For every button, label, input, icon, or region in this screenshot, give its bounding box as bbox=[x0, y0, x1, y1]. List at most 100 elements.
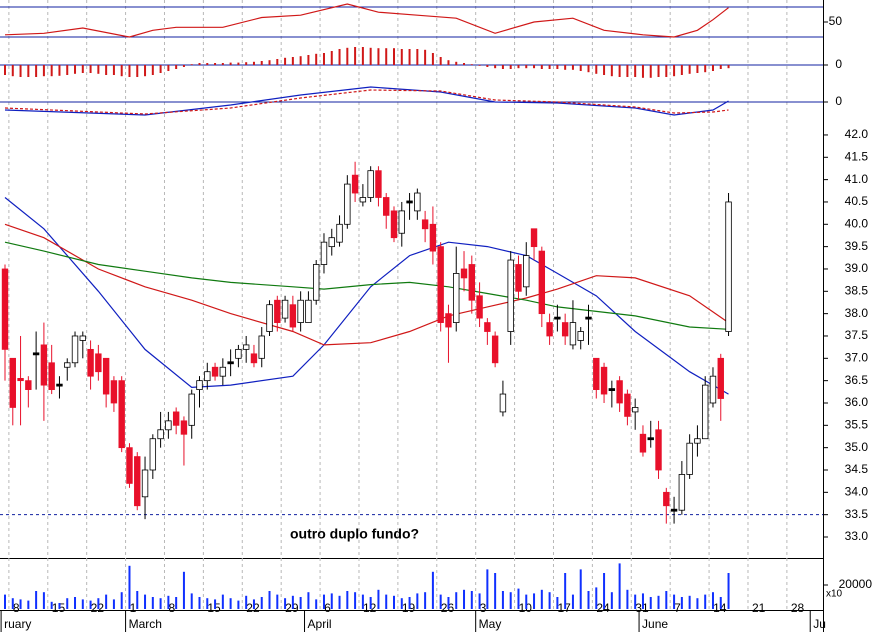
candle-body bbox=[344, 183, 351, 225]
candle-body bbox=[312, 264, 320, 301]
x-tick-label: 8 bbox=[13, 601, 20, 615]
x-tick-label: 1 bbox=[130, 601, 137, 615]
y-tick-label: 35.0 bbox=[845, 440, 869, 454]
candle-body bbox=[593, 357, 600, 390]
y-tick-label: 20000 bbox=[839, 577, 873, 591]
bar bbox=[501, 591, 504, 609]
bar bbox=[408, 597, 411, 609]
bar bbox=[455, 592, 458, 609]
bar bbox=[595, 65, 598, 74]
bar bbox=[431, 53, 434, 65]
bar bbox=[66, 65, 69, 75]
bar bbox=[11, 598, 14, 609]
candle-body bbox=[390, 210, 398, 239]
candle-body bbox=[624, 393, 631, 417]
candle-body bbox=[134, 456, 141, 507]
y-tick-label: 33.5 bbox=[845, 507, 869, 521]
bar bbox=[190, 593, 193, 609]
bar bbox=[556, 65, 559, 69]
bar bbox=[439, 57, 442, 65]
bar bbox=[97, 598, 100, 609]
bar bbox=[416, 49, 419, 65]
bar bbox=[252, 61, 255, 65]
bar bbox=[494, 65, 497, 69]
candle-body bbox=[694, 438, 701, 444]
candle-body bbox=[445, 313, 452, 328]
candle-body bbox=[305, 299, 312, 323]
candle-body bbox=[149, 438, 157, 471]
bar bbox=[603, 573, 606, 609]
candle-body bbox=[398, 210, 405, 234]
bar bbox=[136, 65, 139, 77]
candle-body bbox=[289, 304, 297, 328]
bar bbox=[276, 594, 279, 609]
candle-body bbox=[437, 246, 444, 323]
bar bbox=[688, 595, 691, 609]
bar bbox=[447, 597, 450, 609]
bar bbox=[237, 62, 240, 65]
bar bbox=[704, 65, 707, 73]
candle-body bbox=[616, 380, 623, 404]
bar bbox=[167, 595, 170, 609]
bar bbox=[151, 597, 154, 609]
bar bbox=[478, 593, 481, 609]
bar bbox=[486, 65, 489, 67]
bar bbox=[198, 597, 201, 609]
bar bbox=[291, 57, 294, 65]
bar bbox=[175, 65, 178, 69]
annotation: outro duplo fundo? bbox=[290, 526, 419, 542]
candle-body bbox=[476, 295, 483, 319]
bar bbox=[354, 47, 357, 65]
candle-body bbox=[585, 316, 592, 320]
candle-body bbox=[196, 380, 203, 390]
bar bbox=[610, 592, 613, 609]
bar bbox=[564, 65, 567, 70]
candle-body bbox=[359, 197, 367, 203]
bar bbox=[680, 65, 683, 75]
bar bbox=[470, 64, 473, 65]
candle-body bbox=[1, 268, 9, 350]
month-label: March bbox=[129, 617, 162, 631]
candle-body bbox=[126, 447, 133, 484]
bar bbox=[595, 587, 598, 609]
y-tick-label: 37.0 bbox=[845, 350, 869, 364]
bar bbox=[727, 573, 730, 609]
candle-body bbox=[600, 366, 608, 395]
bar bbox=[338, 595, 341, 609]
bar bbox=[307, 55, 310, 65]
bar bbox=[696, 598, 699, 609]
y-tick-label: 40.0 bbox=[845, 216, 869, 230]
bar bbox=[377, 48, 380, 65]
x-tick-label: 21 bbox=[752, 601, 766, 615]
bar bbox=[128, 65, 131, 77]
month-label: June bbox=[642, 617, 668, 631]
bar bbox=[144, 65, 147, 77]
candle-body bbox=[375, 170, 382, 198]
candle-body bbox=[453, 273, 460, 323]
x-tick-label: 3 bbox=[480, 601, 487, 615]
candle-body bbox=[141, 469, 149, 498]
bar bbox=[571, 65, 574, 70]
bar bbox=[260, 61, 263, 65]
bar bbox=[182, 65, 185, 67]
bar bbox=[182, 571, 185, 609]
bar bbox=[377, 589, 380, 609]
bar bbox=[144, 594, 147, 609]
bar bbox=[120, 65, 123, 77]
candle-body bbox=[227, 361, 234, 365]
bar bbox=[112, 65, 115, 75]
bar bbox=[35, 65, 38, 77]
bar bbox=[393, 48, 395, 65]
candle-body bbox=[569, 322, 577, 346]
line bbox=[4, 89, 729, 115]
bar bbox=[268, 591, 271, 609]
candle-body bbox=[546, 322, 553, 337]
bar bbox=[315, 599, 318, 609]
candle-body bbox=[421, 219, 429, 230]
bar bbox=[260, 597, 263, 609]
candle-body bbox=[157, 429, 164, 440]
candle-body bbox=[608, 388, 616, 391]
bar bbox=[711, 592, 714, 609]
candle-body bbox=[242, 344, 250, 350]
bar bbox=[369, 597, 372, 609]
